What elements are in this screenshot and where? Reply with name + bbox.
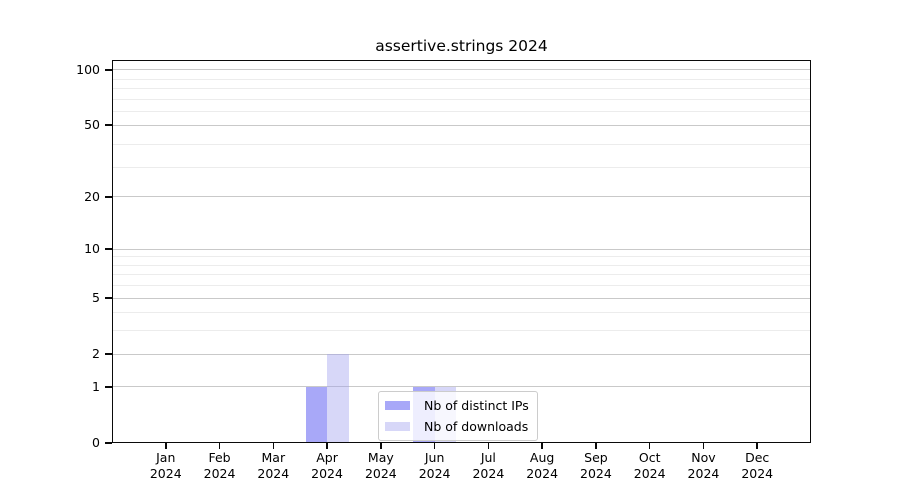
y-gridline-minor (112, 312, 811, 314)
legend-label: Nb of downloads (424, 419, 529, 434)
x-tick-label-month: Nov (691, 450, 716, 465)
y-gridline-minor (112, 330, 811, 332)
y-gridline-major (112, 248, 811, 250)
y-tick-mark (105, 297, 112, 299)
x-tick-mark (648, 443, 651, 449)
x-tick-label-year: 2024 (687, 465, 720, 481)
x-tick-mark (326, 443, 328, 449)
x-tick-mark (756, 443, 758, 449)
x-tick-label-year: 2024 (418, 465, 451, 481)
x-tick-mark (541, 443, 543, 449)
y-tick-mark (105, 442, 112, 444)
x-tick-label-year: 2024 (203, 465, 236, 481)
y-gridline-minor (112, 78, 811, 80)
x-tick-mark (272, 443, 275, 449)
x-tick-label-month: Jun (424, 450, 445, 465)
x-tick-label: Nov 2024 (663, 450, 743, 481)
legend-item: Nb of downloads (385, 418, 529, 435)
legend-swatch (385, 422, 410, 431)
y-gridline-major (112, 297, 811, 299)
y-gridline-major (112, 196, 811, 198)
y-tick-label: 100 (76, 61, 100, 77)
y-gridline-minor (112, 256, 811, 258)
y-gridline-minor (112, 98, 811, 100)
y-tick-mark (105, 353, 112, 355)
x-tick-label: Sep 2024 (556, 450, 636, 481)
y-gridline-minor (112, 167, 811, 169)
x-tick-label: Dec 2024 (717, 450, 797, 481)
x-tick-label: Mar 2024 (233, 450, 313, 481)
x-tick-label-year: 2024 (472, 465, 505, 481)
x-tick-label-year: 2024 (311, 465, 343, 481)
y-gridline-major (112, 124, 811, 126)
y-tick-label: 1 (92, 378, 100, 394)
y-tick-label: 2 (92, 346, 100, 362)
x-tick-label-year: 2024 (257, 465, 290, 481)
x-tick-label-month: Apr (316, 450, 338, 465)
x-tick-label-month: Aug (529, 450, 555, 465)
grid-layer (112, 60, 811, 443)
y-tick-mark (105, 124, 112, 126)
y-gridline-major (112, 353, 811, 355)
bar-distinct-ips (305, 386, 328, 443)
y-tick-mark (105, 196, 112, 198)
x-tick-label: Jul 2024 (448, 450, 528, 481)
x-tick-label-month: Jan (156, 450, 176, 465)
x-tick-label-year: 2024 (364, 465, 397, 481)
y-gridline-minor (112, 144, 811, 146)
x-tick-label: May 2024 (341, 450, 421, 481)
chart-title: assertive.strings 2024 (375, 37, 548, 55)
x-tick-mark (487, 443, 490, 449)
y-tick-label: 10 (84, 241, 100, 257)
x-tick-label: Jan 2024 (126, 450, 206, 481)
x-tick-mark (595, 443, 597, 449)
legend-swatch (385, 401, 410, 410)
y-tick-label: 0 (92, 435, 100, 450)
x-tick-mark (165, 443, 167, 449)
y-tick-label: 50 (84, 117, 100, 133)
x-tick-mark (702, 443, 705, 449)
x-tick-label-month: Feb (208, 450, 231, 465)
x-tick-label-year: 2024 (741, 465, 774, 481)
x-tick-label: Jun 2024 (395, 450, 475, 481)
y-gridline-minor (112, 274, 811, 276)
y-tick-mark (105, 248, 112, 250)
x-tick-label-year: 2024 (149, 465, 182, 481)
x-tick-label: Oct 2024 (610, 450, 690, 481)
x-tick-label-month: Jul (480, 450, 496, 465)
x-tick-label-month: Oct (638, 450, 661, 465)
x-tick-mark (380, 443, 382, 449)
x-tick-label-month: Mar (261, 450, 286, 465)
x-tick-mark (433, 443, 436, 449)
x-tick-label-month: May (367, 450, 394, 465)
x-tick-label-year: 2024 (526, 465, 559, 481)
x-tick-label: Apr 2024 (287, 450, 367, 481)
bar-layer (112, 60, 811, 443)
y-gridline-major (112, 386, 811, 388)
x-tick-label-month: Sep (584, 450, 608, 465)
x-tick-label: Aug 2024 (502, 450, 582, 481)
x-tick-label-year: 2024 (633, 465, 666, 481)
y-gridline-minor (112, 111, 811, 113)
y-tick-label: 5 (92, 290, 100, 306)
legend-item: Nb of distinct IPs (385, 397, 529, 414)
x-tick-label: Feb 2024 (180, 450, 260, 481)
y-tick-mark (105, 69, 112, 71)
y-gridline-minor (112, 285, 811, 287)
x-tick-label-month: Dec (745, 450, 770, 465)
y-tick-label: 20 (84, 188, 100, 204)
legend: Nb of distinct IPs Nb of downloads (378, 391, 538, 441)
bar-downloads (327, 354, 349, 443)
x-tick-mark (218, 443, 221, 449)
y-gridline-minor (112, 264, 811, 266)
legend-label: Nb of distinct IPs (424, 398, 529, 413)
x-tick-label-year: 2024 (580, 465, 612, 481)
plot-area (112, 60, 811, 443)
y-gridline-major (112, 69, 811, 71)
y-gridline-minor (112, 88, 811, 90)
y-tick-mark (105, 386, 112, 388)
